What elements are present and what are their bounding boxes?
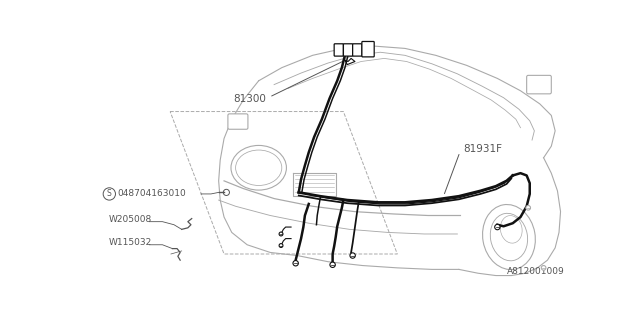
Circle shape — [495, 224, 500, 230]
FancyBboxPatch shape — [353, 44, 362, 56]
Circle shape — [279, 232, 283, 236]
Text: 81931F: 81931F — [444, 144, 502, 194]
Text: S: S — [107, 189, 112, 198]
FancyBboxPatch shape — [344, 44, 353, 56]
Circle shape — [526, 205, 531, 210]
Circle shape — [293, 260, 298, 266]
Text: 81300: 81300 — [234, 61, 343, 104]
Text: 048704163010: 048704163010 — [118, 189, 186, 198]
Circle shape — [350, 253, 355, 258]
Text: W115032: W115032 — [109, 238, 152, 247]
Text: W205008: W205008 — [109, 215, 152, 224]
Circle shape — [541, 266, 546, 270]
FancyBboxPatch shape — [362, 42, 374, 57]
FancyBboxPatch shape — [527, 75, 551, 94]
Text: A812001009: A812001009 — [508, 267, 565, 276]
Circle shape — [330, 262, 335, 268]
Circle shape — [279, 244, 283, 247]
FancyBboxPatch shape — [228, 114, 248, 129]
FancyBboxPatch shape — [334, 44, 344, 56]
